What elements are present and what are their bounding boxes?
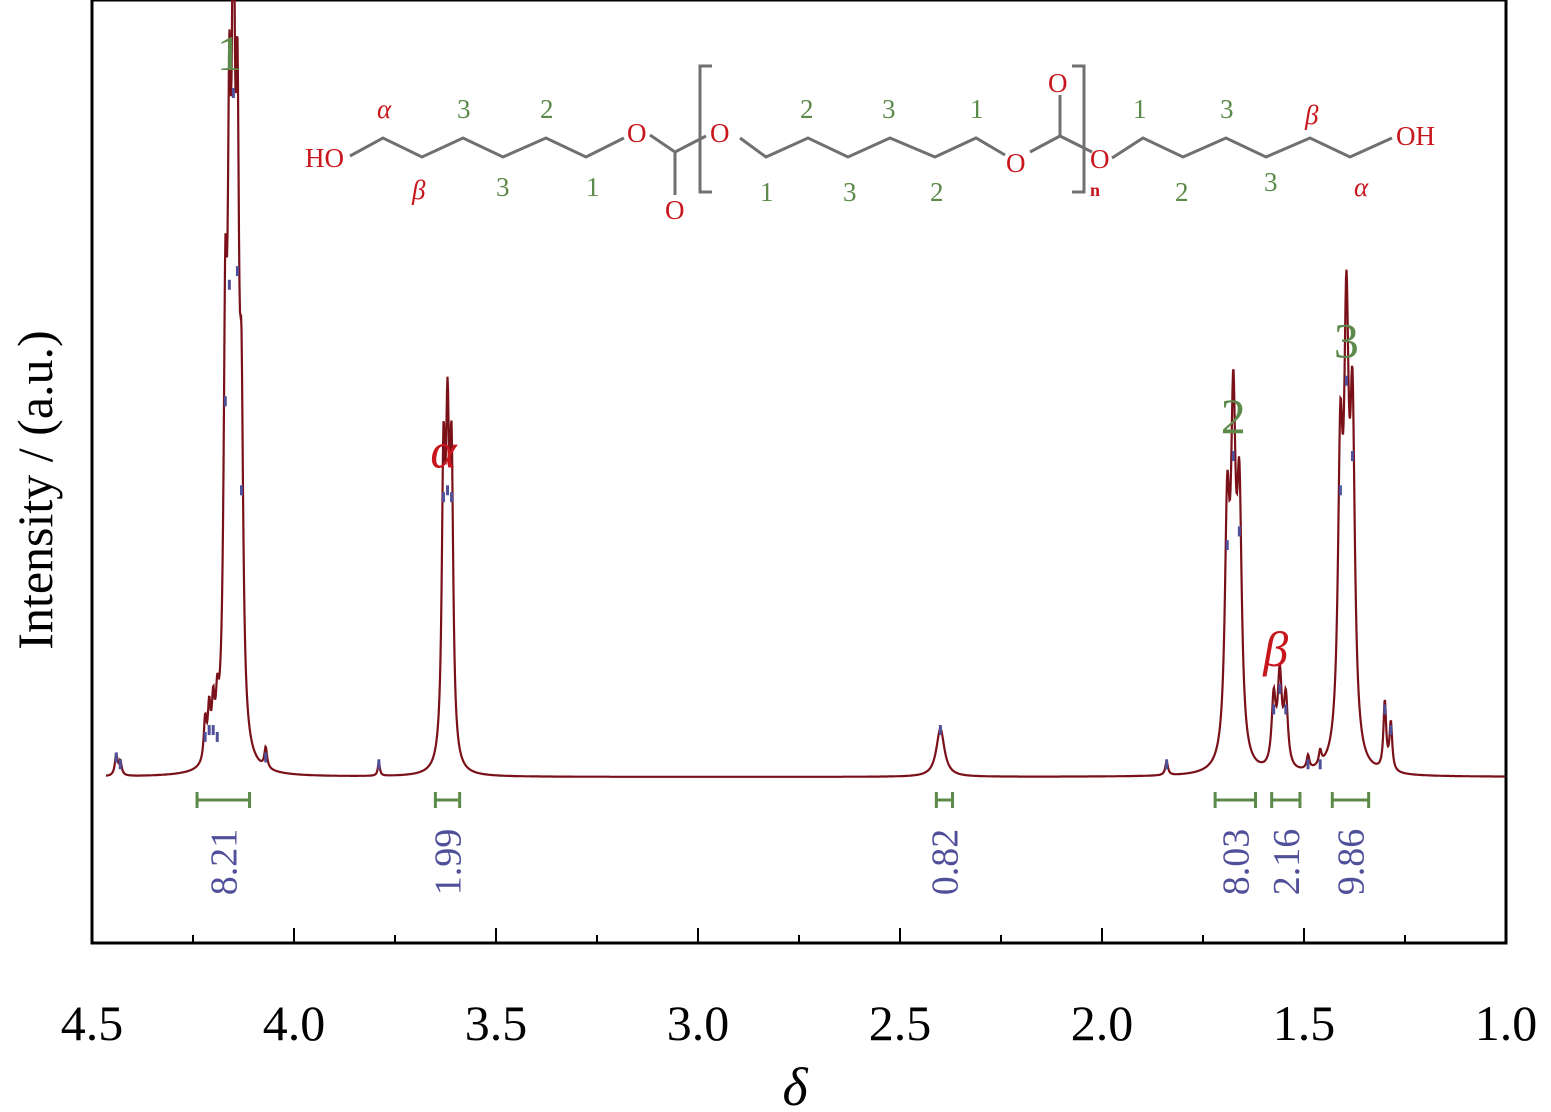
alpha-position-label: α bbox=[377, 94, 392, 124]
x-tick-label: 3.5 bbox=[465, 995, 528, 1051]
position-label-2: 2 bbox=[800, 94, 814, 124]
middle-chain-bond bbox=[739, 136, 1006, 159]
x-tick-label: 1.0 bbox=[1475, 995, 1538, 1051]
position-label-1: 1 bbox=[970, 94, 984, 124]
spectrum-series bbox=[106, 0, 1505, 778]
peak-label: 1 bbox=[217, 25, 242, 81]
peak-labels: 1 α 2 β 3 bbox=[217, 25, 1359, 677]
oh-label: OH bbox=[1396, 121, 1435, 151]
position-label-3: 3 bbox=[1264, 167, 1278, 197]
position-label-3: 3 bbox=[882, 94, 896, 124]
ho-label: HO bbox=[305, 143, 344, 173]
position-label-1: 1 bbox=[1133, 94, 1147, 124]
x-tick-label: 3.0 bbox=[667, 995, 730, 1051]
oxygen-label: O bbox=[710, 118, 730, 148]
x-tick-label: 4.5 bbox=[61, 995, 124, 1051]
peak-label: β bbox=[1262, 621, 1288, 677]
oxygen-label: O bbox=[627, 118, 647, 148]
position-label-3: 3 bbox=[843, 177, 857, 207]
integral-value: 8.03 bbox=[1215, 829, 1257, 896]
x-axis-title: δ bbox=[782, 1057, 808, 1112]
position-label-3: 3 bbox=[1220, 94, 1234, 124]
x-tick-label: 4.0 bbox=[263, 995, 326, 1051]
left-chain-bond bbox=[349, 136, 625, 159]
chemical-structure: HO O O O O O O n OH α β 3 3 2 1 1 2 3 3 … bbox=[305, 64, 1435, 225]
position-label-2: 2 bbox=[1175, 177, 1189, 207]
repeat-n-label: n bbox=[1090, 180, 1100, 200]
x-tick-label: 2.5 bbox=[869, 995, 932, 1051]
position-label-2: 2 bbox=[930, 177, 944, 207]
alpha-position-label: α bbox=[1354, 172, 1369, 202]
peak-label: α bbox=[430, 422, 458, 478]
oxygen-label: O bbox=[1048, 68, 1068, 98]
integral-value: 2.16 bbox=[1266, 829, 1308, 896]
x-axis: 4.5 4.0 3.5 3.0 2.5 2.0 1.5 1.0 bbox=[61, 928, 1538, 1051]
integral-value: 8.21 bbox=[203, 829, 245, 896]
x-tick-label: 1.5 bbox=[1273, 995, 1336, 1051]
right-bracket bbox=[1072, 64, 1086, 194]
integral-value: 1.99 bbox=[428, 829, 470, 896]
peak-label: 3 bbox=[1334, 313, 1359, 369]
integral-value: 0.82 bbox=[924, 829, 966, 896]
position-label-1: 1 bbox=[586, 172, 600, 202]
integrals: 8.21 1.99 0.82 8.03 2.16 9.86 bbox=[195, 792, 1373, 896]
right-chain-bond bbox=[1111, 136, 1393, 160]
position-label-1: 1 bbox=[760, 177, 774, 207]
left-carbonate-bond bbox=[649, 133, 707, 154]
beta-position-label: β bbox=[1304, 100, 1319, 130]
position-label-3: 3 bbox=[457, 94, 471, 124]
y-axis-title: Intensity / (a.u.) bbox=[7, 330, 63, 649]
oxygen-label: O bbox=[665, 195, 685, 225]
spectrum-line bbox=[106, 0, 1505, 778]
left-bracket bbox=[698, 64, 712, 194]
peak-label: 2 bbox=[1221, 388, 1246, 444]
oxygen-label: O bbox=[1006, 148, 1026, 178]
x-tick-label: 2.0 bbox=[1071, 995, 1134, 1051]
integral-value: 9.86 bbox=[1331, 829, 1373, 896]
oxygen-label: O bbox=[1090, 144, 1110, 174]
beta-position-label: β bbox=[411, 175, 426, 205]
position-label-2: 2 bbox=[540, 94, 554, 124]
position-label-3: 3 bbox=[496, 172, 510, 202]
